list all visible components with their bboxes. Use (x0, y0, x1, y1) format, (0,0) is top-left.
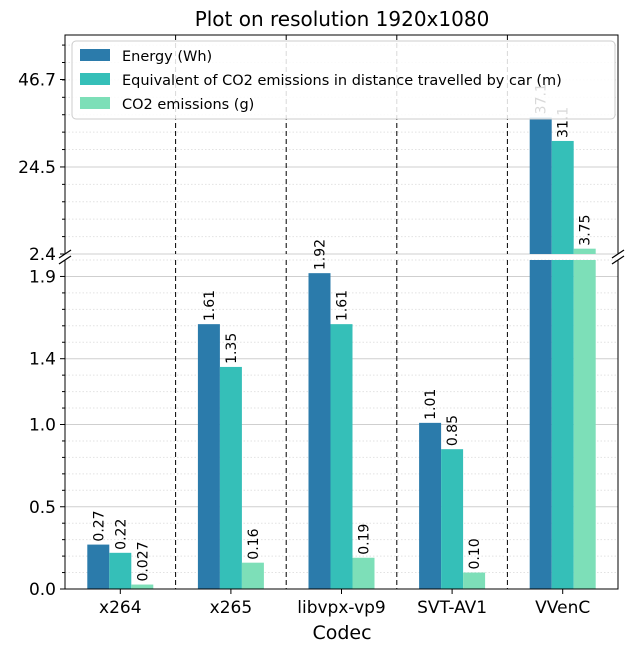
break-mark (611, 255, 625, 265)
bar-value-label: 0.19 (357, 524, 373, 555)
break-mark (58, 255, 72, 265)
bar-value-label: 1.61 (202, 290, 218, 321)
bar-value-label: 0.85 (445, 415, 461, 446)
bar (529, 117, 552, 254)
legend-swatch (80, 97, 110, 109)
y-tick-label: 1.9 (29, 267, 56, 287)
legend-swatch (80, 49, 110, 61)
legend-swatch (80, 73, 110, 85)
bar (463, 572, 486, 589)
bar (109, 552, 132, 589)
bar-value-label: 3.75 (578, 215, 594, 246)
legend: Energy (Wh) Equivalent of CO2 emissions i… (71, 40, 616, 120)
x-tick-label: x264 (99, 598, 142, 618)
axis-break-marks (58, 249, 625, 265)
bar-value-label: 0.16 (246, 528, 262, 559)
x-tick-label: libvpx-vp9 (297, 598, 386, 618)
legend-label: Equivalent of CO2 emissions in distance … (122, 73, 562, 89)
bar-value-label: 0.027 (135, 541, 151, 581)
bar (551, 260, 574, 589)
upper-axes-frame (64, 34, 619, 254)
y-tick-label: 46.7 (18, 71, 56, 91)
y-tick-label: 24.5 (18, 158, 56, 178)
bar-value-label: 0.22 (113, 519, 129, 550)
bar (308, 273, 331, 589)
bar (241, 562, 264, 589)
x-tick-label: x265 (210, 598, 253, 618)
bar (441, 449, 464, 589)
bar (131, 584, 154, 589)
x-tick-label: VVenC (535, 598, 590, 618)
bar-value-label: 0.10 (467, 538, 483, 569)
y-tick-label: 0.5 (29, 498, 56, 518)
break-mark (58, 249, 72, 259)
bar-value-label: 1.61 (335, 290, 351, 321)
break-mark (611, 249, 625, 259)
legend-label: CO2 emissions (g) (122, 97, 254, 113)
y-tick-label: 0.0 (29, 580, 56, 600)
bar (197, 324, 220, 589)
bar (87, 544, 110, 589)
bar-value-label: 1.35 (224, 333, 240, 364)
bar-value-label: 1.01 (423, 389, 439, 420)
bar (573, 260, 596, 589)
y-tick-label: 2.4 (29, 245, 56, 265)
bar (352, 557, 375, 589)
axis-ticks: 2.4 24.5 46.7 0.0 0.5 1.0 1.4 1.9 x264 x265 libvpx… (18, 44, 590, 618)
bar (551, 140, 574, 254)
bar (573, 248, 596, 254)
legend-label: Energy (Wh) (122, 49, 212, 65)
bar-value-label: 1.92 (313, 239, 329, 270)
x-tick-label: SVT-AV1 (417, 598, 487, 618)
bar (330, 324, 353, 589)
x-axis-label: Codec (312, 622, 371, 644)
bars: 0.271.611.921.0137.10.221.351.610.8531.1… (87, 83, 596, 589)
bar-value-label: 0.27 (91, 510, 107, 541)
chart-title: Plot on resolution 1920x1080 (195, 7, 490, 31)
bar (419, 422, 442, 589)
bar (529, 260, 552, 589)
bar (219, 366, 242, 589)
legend-box (71, 40, 616, 120)
y-tick-label: 1.4 (29, 350, 56, 370)
y-tick-label: 1.0 (29, 416, 56, 436)
